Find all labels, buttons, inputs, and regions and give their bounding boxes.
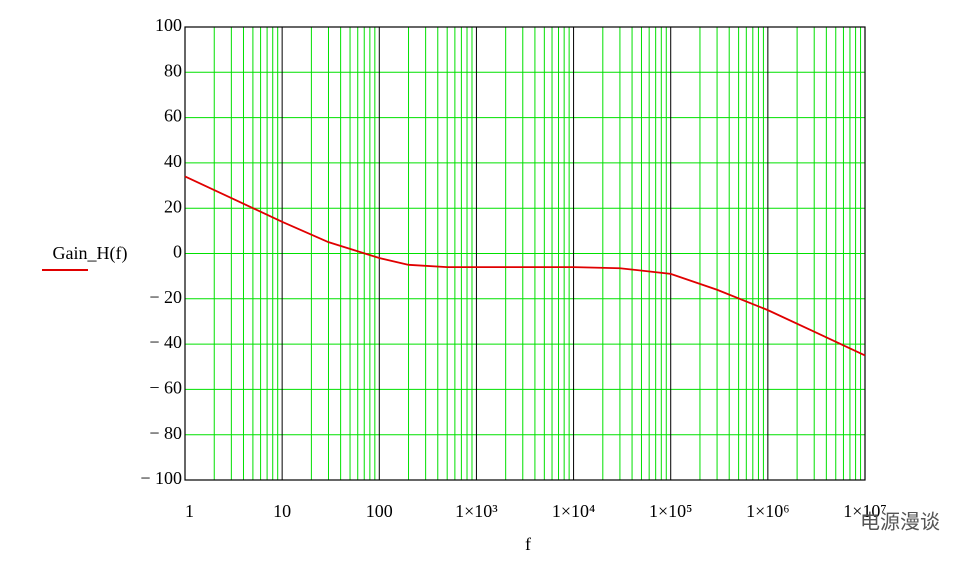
y-tick-label: 100 (155, 15, 182, 35)
y-tick-label: 0 (173, 242, 182, 262)
x-tick-label: 1×10⁴ (552, 501, 595, 521)
x-tick-label: 100 (366, 501, 393, 521)
x-tick-label: 1 (185, 501, 194, 521)
plot-frame (184, 26, 866, 481)
watermark: 电源漫谈 (860, 510, 940, 534)
y-tick-label: − 80 (149, 423, 182, 443)
x-axis-label: f (525, 534, 531, 554)
y-tick-label: − 60 (149, 378, 182, 398)
series-line (184, 175, 866, 357)
x-tick-label: 1×10⁷ (843, 501, 886, 521)
y-tick-label: − 100 (140, 468, 182, 488)
x-tick-label: 1×10⁵ (649, 501, 692, 521)
x-tick-label: 1×10⁶ (746, 501, 789, 521)
y-tick-label: 80 (164, 60, 182, 80)
y-tick-label: 40 (164, 151, 182, 171)
x-tick-label: 10 (273, 501, 291, 521)
y-tick-label: 60 (164, 106, 182, 126)
y-tick-label: 20 (164, 196, 182, 216)
legend-label: Gain_H(f) (53, 243, 128, 264)
y-tick-label: − 40 (149, 332, 182, 352)
x-tick-label: 1×10³ (455, 501, 498, 521)
y-tick-label: − 20 (149, 287, 182, 307)
